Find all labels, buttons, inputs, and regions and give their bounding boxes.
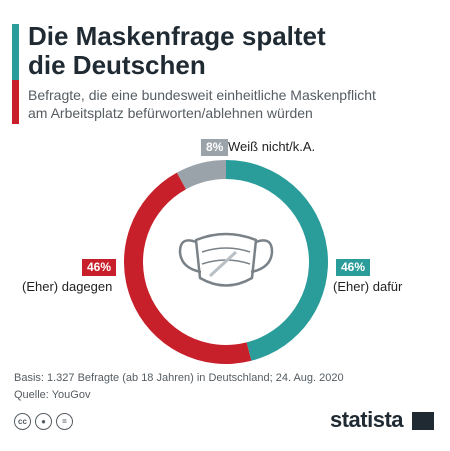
chart-title: Die Maskenfrage spaltet die Deutschen [28, 22, 326, 80]
slice-label-for: (Eher) dafür [333, 279, 403, 294]
equals-icon[interactable]: = [56, 413, 73, 430]
slice-value-badge-unknown: 8% [201, 139, 229, 156]
slice-unknown [176, 160, 226, 190]
title-line-2: die Deutschen [28, 50, 206, 80]
title-line-1: Die Maskenfrage spaltet [28, 21, 326, 51]
accent-bar-teal [12, 24, 19, 80]
statista-logo[interactable]: statista [330, 407, 404, 432]
statista-logo-mark-icon [412, 412, 434, 430]
slice-value-badge-for: 46% [336, 259, 371, 276]
subtitle-line-2: am Arbeitsplatz befürworten/ablehnen wür… [28, 105, 313, 121]
face-mask-icon [178, 232, 274, 287]
person-icon[interactable]: ● [35, 413, 52, 430]
subtitle-line-1: Befragte, die eine bundesweit einheitlic… [28, 87, 376, 103]
slice-label-unknown: Weiß nicht/k.A. [228, 139, 316, 154]
slice-label-against: (Eher) dagegen [22, 279, 113, 294]
accent-bar-red [12, 80, 19, 124]
slice-for [226, 160, 329, 361]
slice-against [124, 172, 252, 364]
slice-value-badge-against: 46% [82, 259, 117, 276]
footer-basis: Basis: 1.327 Befragte (ab 18 Jahren) in … [14, 372, 344, 384]
cc-icon[interactable]: cc [14, 413, 31, 430]
chart-subtitle: Befragte, die eine bundesweit einheitlic… [28, 86, 376, 122]
footer-source: Quelle: YouGov [14, 389, 91, 401]
